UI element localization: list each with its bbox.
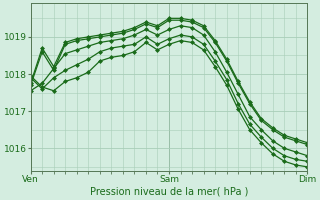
X-axis label: Pression niveau de la mer( hPa ): Pression niveau de la mer( hPa ) [90,187,248,197]
